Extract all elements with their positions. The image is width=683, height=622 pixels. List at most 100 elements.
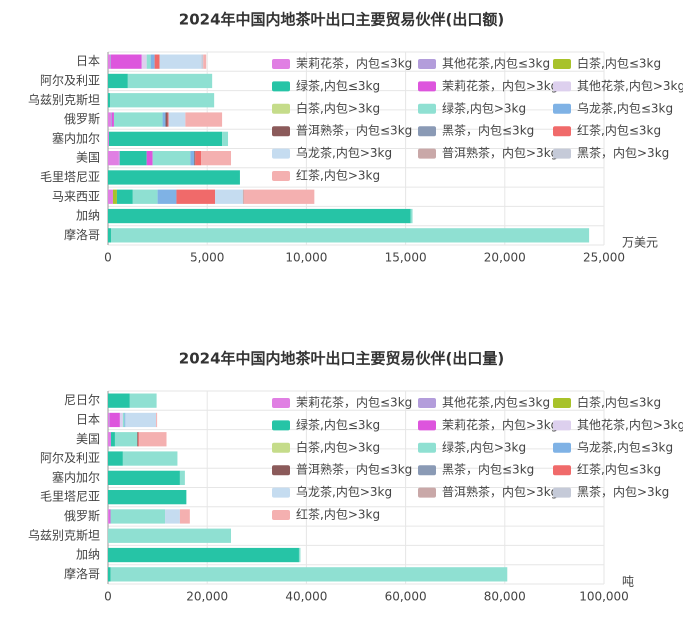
legend-swatch <box>553 442 571 453</box>
bar-segment <box>108 412 110 428</box>
bar-segment <box>190 151 195 166</box>
bar-segment <box>185 112 223 127</box>
x-tick-label: 100,000 <box>579 590 629 604</box>
y-tick-label: 摩洛哥 <box>64 227 100 242</box>
bar-segment <box>110 567 508 582</box>
bar-segment <box>152 151 191 166</box>
x-axis-unit: 万美元 <box>622 236 658 250</box>
bar-segment <box>176 189 216 204</box>
y-tick-label: 尼日尔 <box>64 392 100 407</box>
legend-swatch <box>418 81 436 92</box>
bar-segment <box>168 112 186 127</box>
bar-segment <box>222 131 229 146</box>
bar-segment <box>108 509 110 524</box>
legend-label: 其他花茶,内包>3kg <box>577 417 683 432</box>
legend-label: 其他花茶,内包≤3kg <box>442 395 550 410</box>
bar-segment <box>108 54 110 69</box>
bar-segment <box>110 112 112 127</box>
bar-segment <box>242 189 244 204</box>
legend-swatch <box>553 398 571 408</box>
bar-segment <box>137 432 139 447</box>
bar-segment <box>195 151 202 166</box>
legend-label: 乌龙茶,内包≤3kg <box>577 100 673 115</box>
bar-segment <box>132 189 158 204</box>
bar-segment <box>215 189 243 204</box>
bar-segment <box>108 131 109 146</box>
bar-segment <box>113 112 163 127</box>
legend-label: 普洱熟茶，内包≤3kg <box>296 123 412 138</box>
legend-swatch <box>418 148 436 159</box>
y-tick-label: 美国 <box>76 432 100 446</box>
bar-segment <box>203 54 207 69</box>
legend-swatch <box>272 465 290 476</box>
bar-segment <box>108 228 111 243</box>
legend-label: 茉莉花茶，内包>3kg <box>442 417 558 432</box>
bar-segment <box>108 490 187 505</box>
bar-segment <box>162 112 166 127</box>
bar-segment <box>108 170 240 185</box>
legend-label: 绿茶,内包>3kg <box>442 100 526 115</box>
legend-label: 红茶,内包≤3kg <box>577 123 661 138</box>
legend-label: 白茶,内包≤3kg <box>577 56 661 71</box>
bar-segment <box>108 432 111 447</box>
legend-swatch <box>553 420 571 431</box>
y-tick-label: 毛里塔尼亚 <box>40 490 100 504</box>
bar-segment <box>141 54 147 69</box>
x-tick-label: 15,000 <box>385 251 427 265</box>
legend-label: 白茶,内包>3kg <box>296 100 380 115</box>
legend-swatch <box>272 59 290 69</box>
y-tick-label: 美国 <box>76 151 100 165</box>
legend-swatch <box>553 126 571 137</box>
legend-swatch <box>418 59 436 69</box>
bar-segment <box>108 470 180 485</box>
y-tick-label: 乌兹别克斯坦 <box>28 92 100 107</box>
legend-label: 其他花茶,内包>3kg <box>577 78 683 93</box>
y-tick-label: 俄罗斯 <box>64 509 100 523</box>
bar-segment <box>129 393 157 408</box>
bar-segment <box>179 509 190 524</box>
legend-label: 乌龙茶,内包>3kg <box>296 145 392 160</box>
legend-swatch <box>418 442 436 453</box>
bar-segment <box>156 412 158 428</box>
legend-label: 茉莉花茶，内包>3kg <box>442 78 558 93</box>
legend-swatch <box>272 148 290 159</box>
legend-swatch <box>418 487 436 498</box>
legend-label: 白茶,内包≤3kg <box>577 395 661 410</box>
bar-segment <box>165 112 168 127</box>
legend-swatch <box>553 487 571 498</box>
x-tick-label: 20,000 <box>186 590 228 604</box>
y-tick-label: 日本 <box>76 412 100 426</box>
bar-segment <box>138 432 140 447</box>
bar-segment <box>108 451 123 466</box>
legend-swatch <box>272 171 290 181</box>
bar-segment <box>108 112 111 127</box>
y-tick-label: 塞内加尔 <box>52 469 100 484</box>
bar-segment <box>119 412 123 428</box>
y-tick-label: 加纳 <box>76 548 100 562</box>
legend-label: 乌龙茶,内包≤3kg <box>577 439 673 454</box>
bar-segment <box>146 151 153 166</box>
y-tick-label: 乌兹别克斯坦 <box>28 527 100 542</box>
legend-swatch <box>418 103 436 114</box>
legend-swatch <box>553 465 571 476</box>
bar-segment <box>201 151 232 166</box>
legend-swatch <box>553 81 571 92</box>
legend-label: 乌龙茶,内包>3kg <box>296 484 392 499</box>
legend-label: 普洱熟茶，内包>3kg <box>442 484 558 499</box>
bar-segment <box>110 432 115 447</box>
bar-segment <box>127 73 213 89</box>
bar-segment <box>119 151 147 166</box>
bar-segment <box>108 208 411 224</box>
legend-swatch <box>272 103 290 114</box>
legend-label: 绿茶,内包≤3kg <box>296 417 380 432</box>
x-tick-label: 25,000 <box>583 251 625 265</box>
chart-title: 2024年中国内地茶叶出口主要贸易伙伴(出口量) <box>179 350 504 368</box>
legend-label: 普洱熟茶，内包>3kg <box>442 145 558 160</box>
legend-swatch <box>418 465 436 476</box>
bar-segment <box>108 567 111 582</box>
x-axis-unit: 吨 <box>622 575 634 589</box>
y-tick-label: 马来西亚 <box>52 189 100 203</box>
legend-label: 红茶,内包>3kg <box>296 168 380 183</box>
y-tick-label: 日本 <box>76 54 100 68</box>
bar-segment <box>116 189 133 204</box>
